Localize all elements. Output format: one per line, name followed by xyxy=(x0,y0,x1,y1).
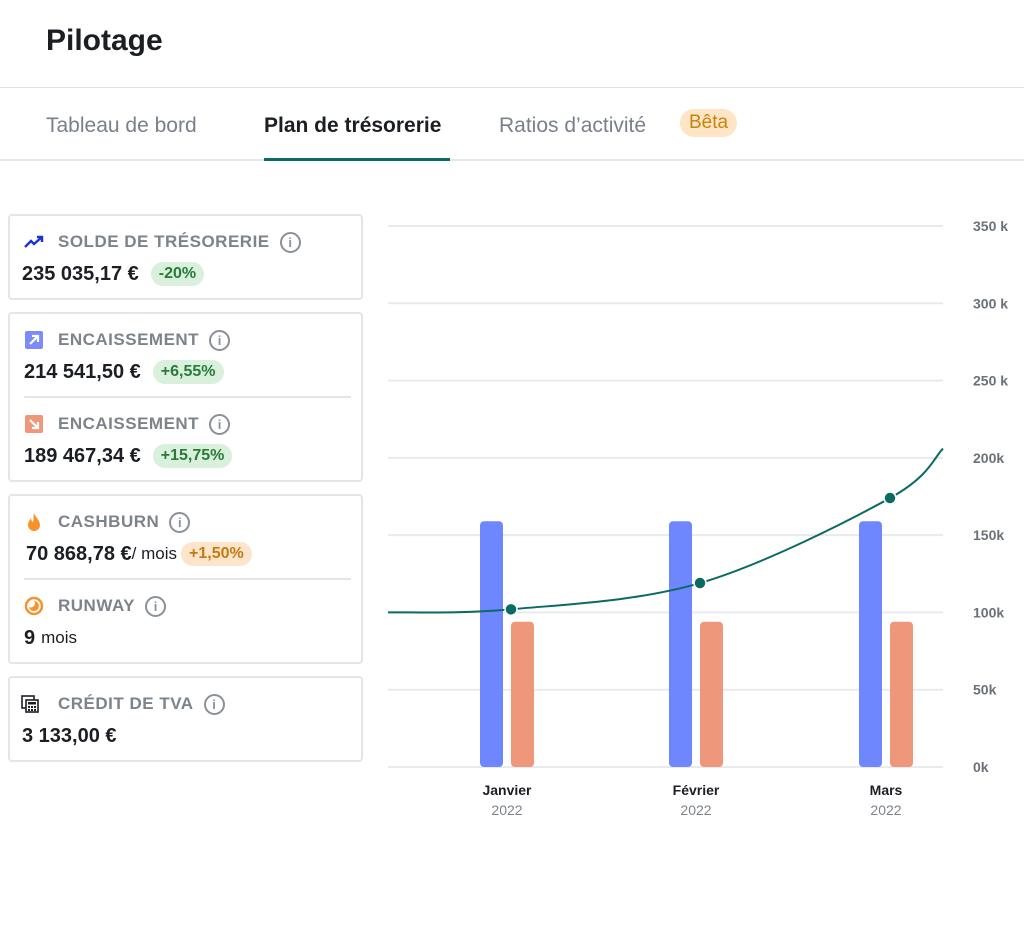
metric-runway: RUNWAY i 9 mois xyxy=(24,594,166,651)
metric-encaissement-out: ENCAISSEMENT i 189 467,34 € +15,75% xyxy=(24,412,233,469)
metric-value: 214 541,50 € xyxy=(24,360,141,383)
tab-plan-de-tresorerie[interactable]: Plan de trésorerie xyxy=(264,114,442,137)
moon-clock-icon xyxy=(24,596,44,616)
metric-label: ENCAISSEMENT xyxy=(58,414,200,433)
change-badge: -20% xyxy=(150,262,205,286)
metric-value: 189 467,34 € xyxy=(24,444,141,467)
arrow-up-right-icon xyxy=(24,330,44,350)
change-badge: +1,50% xyxy=(181,542,252,566)
bar-outflow xyxy=(511,621,534,767)
y-tick-label: 250 k xyxy=(973,373,1008,389)
x-tick-label: Février xyxy=(673,782,720,798)
trending-up-icon xyxy=(24,232,44,252)
x-tick-label: Mars xyxy=(870,782,903,798)
divider xyxy=(24,578,351,580)
metric-value: 3 133,00 € xyxy=(22,724,117,747)
metric-cashburn: CASHBURN i 70 868,78 € / mois +1,50% xyxy=(24,510,252,567)
calculator-icon xyxy=(20,694,40,714)
y-tick-label: 150k xyxy=(973,527,1004,543)
y-tick-label: 0k xyxy=(973,759,989,775)
metric-encaissement-in: ENCAISSEMENT i 214 541,50 € +6,55% xyxy=(24,328,231,385)
header-divider xyxy=(0,87,1024,88)
card-tva: CRÉDIT DE TVA i 3 133,00 € xyxy=(8,676,363,762)
card-encaissements: ENCAISSEMENT i 214 541,50 € +6,55% ENCAI… xyxy=(8,312,363,482)
arrow-down-right-icon xyxy=(24,414,44,434)
x-tick-sublabel: 2022 xyxy=(870,802,901,818)
info-icon[interactable]: i xyxy=(169,511,191,533)
metric-label: ENCAISSEMENT xyxy=(58,330,200,349)
metric-tva: CRÉDIT DE TVA i 3 133,00 € xyxy=(20,692,225,749)
metric-unit: / mois xyxy=(131,544,177,563)
y-tick-label: 50k xyxy=(973,682,997,698)
y-tick-label: 350 k xyxy=(973,218,1008,234)
balance-point xyxy=(883,491,897,505)
bar-inflow xyxy=(480,521,503,767)
beta-badge: Bêta xyxy=(680,109,738,137)
bar-outflow xyxy=(890,621,913,767)
card-solde: SOLDE DE TRÉSORERIE i 235 035,17 € -20% xyxy=(8,214,363,300)
card-cashburn-runway: CASHBURN i 70 868,78 € / mois +1,50% RUN… xyxy=(8,494,363,664)
info-icon[interactable]: i xyxy=(145,595,166,617)
metric-label: CRÉDIT DE TVA xyxy=(58,694,194,713)
metric-unit: mois xyxy=(41,628,78,647)
page-title: Pilotage xyxy=(46,24,163,57)
metric-value: 235 035,17 € xyxy=(22,262,139,285)
x-tick-label: Janvier xyxy=(482,782,532,798)
info-icon[interactable]: i xyxy=(203,693,225,715)
tab-ratios-activite[interactable]: Ratios d’activité xyxy=(499,114,647,137)
tab-bar: Tableau de bord Plan de trésorerie Ratio… xyxy=(0,88,1024,161)
metric-label: RUNWAY xyxy=(58,596,135,615)
metric-solde: SOLDE DE TRÉSORERIE i 235 035,17 € -20% xyxy=(22,230,301,287)
flame-icon xyxy=(24,512,44,532)
metric-label: SOLDE DE TRÉSORERIE xyxy=(58,232,270,251)
bar-inflow xyxy=(669,521,692,767)
metric-value: 9 xyxy=(24,626,36,649)
x-tick-sublabel: 2022 xyxy=(680,802,711,818)
metric-value: 70 868,78 € xyxy=(26,542,132,565)
bar-inflow xyxy=(859,521,882,767)
x-tick-sublabel: 2022 xyxy=(491,802,522,818)
y-tick-label: 100k xyxy=(973,604,1004,620)
change-badge: +6,55% xyxy=(152,360,224,384)
balance-point xyxy=(693,576,707,590)
info-icon[interactable]: i xyxy=(279,231,301,253)
tab-tableau-de-bord[interactable]: Tableau de bord xyxy=(46,114,197,137)
y-tick-label: 300 k xyxy=(973,295,1008,311)
active-tab-indicator xyxy=(264,158,450,161)
info-icon[interactable]: i xyxy=(209,329,231,351)
bar-outflow xyxy=(700,621,723,767)
balance-point xyxy=(504,602,518,617)
y-tick-label: 200k xyxy=(973,450,1004,466)
metric-label: CASHBURN xyxy=(58,512,160,531)
change-badge: +15,75% xyxy=(152,444,233,468)
divider xyxy=(24,396,351,398)
info-icon[interactable]: i xyxy=(209,413,231,435)
